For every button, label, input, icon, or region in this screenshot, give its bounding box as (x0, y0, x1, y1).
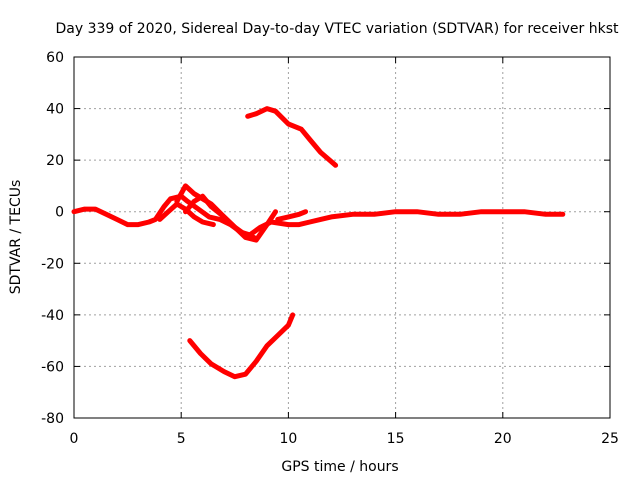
y-tick-label: -80 (41, 411, 64, 427)
series-line-branch-d (275, 209, 309, 222)
y-axis: 60 40 20 0 -20 -40 -60 -80 (41, 50, 610, 427)
x-axis-label: GPS time / hours (281, 459, 398, 475)
y-tick-label: 0 (55, 205, 64, 221)
x-tick-label: 5 (177, 431, 186, 447)
chart-title: Day 339 of 2020, Sidereal Day-to-day VTE… (56, 21, 619, 37)
grid (74, 57, 610, 418)
y-axis-label: SDTVAR / TECUs (8, 180, 24, 295)
y-tick-label: -60 (41, 359, 64, 375)
y-tick-label: 40 (46, 102, 64, 118)
series-line-main (71, 193, 566, 238)
y-tick-label: -20 (41, 256, 64, 272)
x-tick-label: 10 (279, 431, 297, 447)
x-tick-label: 15 (387, 431, 405, 447)
x-tick-label: 20 (494, 431, 512, 447)
series-line-branch-b (183, 193, 278, 243)
x-tick-label: 0 (70, 431, 79, 447)
y-tick-label: 60 (46, 50, 64, 66)
series-line-lower (187, 312, 296, 380)
plot-frame (73, 56, 611, 419)
y-tick-label: 20 (46, 153, 64, 169)
series-line-branch-c (157, 201, 216, 228)
series-group (71, 106, 566, 380)
x-axis: 0 5 10 15 20 25 (70, 57, 619, 447)
y-tick-label: -40 (41, 308, 64, 324)
x-tick-label: 25 (601, 431, 619, 447)
series-line-upper (245, 106, 339, 168)
